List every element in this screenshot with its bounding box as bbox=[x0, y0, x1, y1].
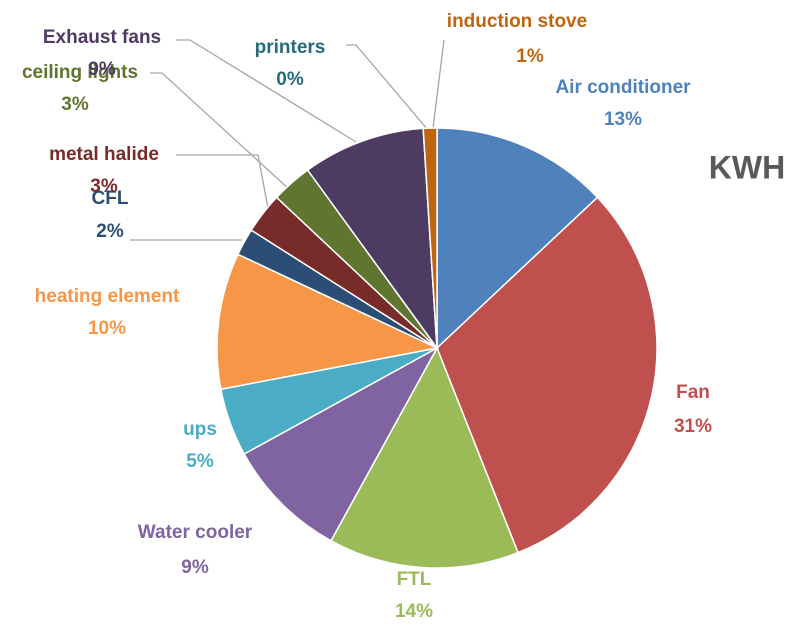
pie-slice bbox=[422, 127, 438, 349]
slice-label: Air conditioner bbox=[555, 77, 691, 98]
pie-slice bbox=[306, 127, 438, 351]
slice-label: CFL bbox=[92, 188, 129, 209]
slice-value-label: 3% bbox=[61, 94, 89, 115]
slice-label: printers bbox=[255, 37, 326, 58]
slice-label: heating element bbox=[35, 286, 180, 307]
pie-slice bbox=[436, 196, 658, 554]
slice-value-label: 31% bbox=[674, 416, 712, 437]
slice-value-label: 9% bbox=[88, 59, 116, 80]
leader-line bbox=[176, 39, 357, 143]
slice-label: Exhaust fans bbox=[43, 27, 161, 48]
pie-slice bbox=[243, 346, 439, 542]
slice-value-label: 3% bbox=[90, 176, 118, 197]
pie-slice bbox=[216, 253, 440, 391]
slice-label: induction stove bbox=[447, 11, 587, 32]
slice-value-label: 2% bbox=[96, 221, 124, 242]
pie bbox=[216, 127, 658, 569]
chart-title: KWH bbox=[709, 149, 785, 185]
leader-line bbox=[150, 72, 291, 191]
slice-value-label: 5% bbox=[186, 451, 214, 472]
slice-value-label: 14% bbox=[395, 601, 433, 622]
leader-line bbox=[432, 39, 445, 129]
slice-value-label: 13% bbox=[604, 109, 642, 130]
slice-label: FTL bbox=[397, 569, 432, 590]
pie-slice bbox=[436, 127, 599, 350]
slice-label: ups bbox=[183, 419, 217, 440]
slice-value-label: 10% bbox=[88, 318, 126, 339]
slice-label: Fan bbox=[676, 382, 710, 403]
leader-line bbox=[176, 154, 269, 209]
slice-label: Water cooler bbox=[138, 522, 253, 543]
pie-slice bbox=[329, 346, 519, 569]
slice-label: ceiling lights bbox=[22, 62, 138, 83]
leader-line bbox=[346, 44, 429, 131]
slice-label: metal halide bbox=[49, 144, 159, 165]
slice-value-label: 0% bbox=[276, 69, 304, 90]
slice-value-label: 1% bbox=[516, 46, 544, 67]
slice-value-label: 9% bbox=[181, 557, 209, 578]
